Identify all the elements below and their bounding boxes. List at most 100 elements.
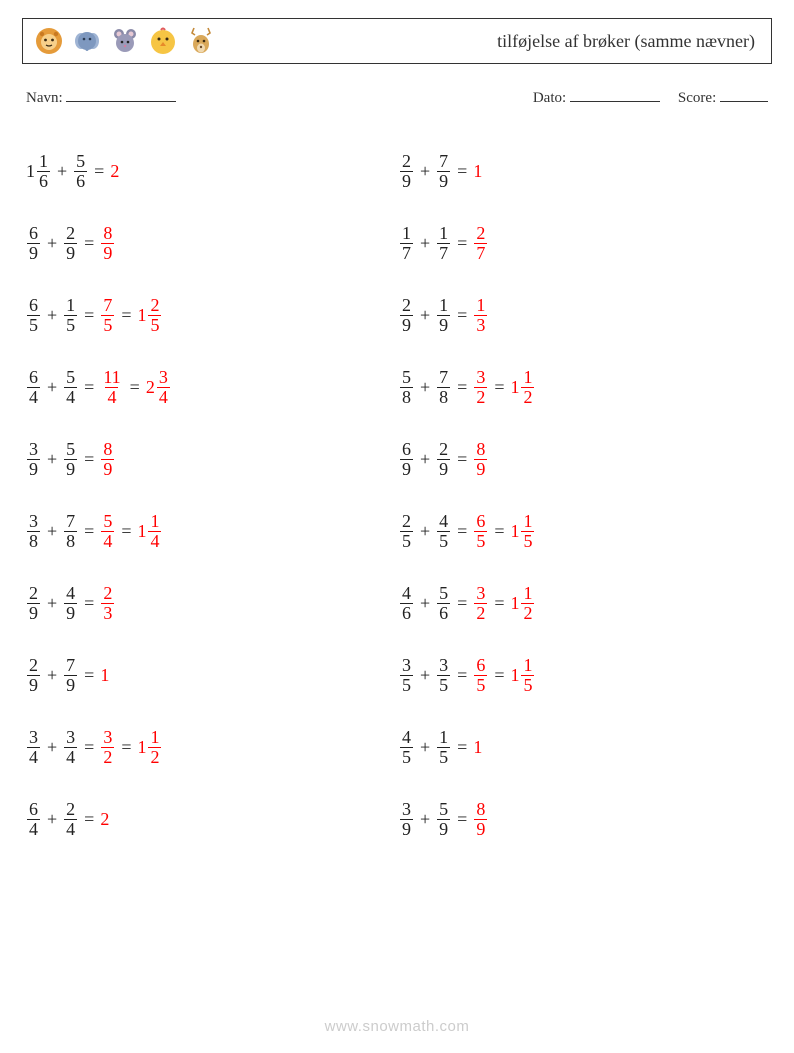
plus-operator: + — [47, 521, 57, 542]
equals-sign: = — [457, 305, 467, 326]
equals-sign: = — [457, 809, 467, 830]
footer-watermark: www.snowmath.com — [0, 1018, 794, 1035]
name-blank[interactable] — [66, 88, 176, 102]
plus-operator: + — [420, 377, 430, 398]
plus-operator: + — [57, 161, 67, 182]
answer-value: 13 — [473, 296, 488, 335]
problem-row: 29+79=1 — [26, 639, 399, 711]
equals-sign: = — [457, 233, 467, 254]
answer-value: 112 — [510, 368, 535, 407]
plus-operator: + — [47, 305, 57, 326]
problem-row: 17+17=27 — [399, 207, 772, 279]
answer-value: 112 — [137, 728, 162, 767]
problem-row: 65+15=75=125 — [26, 279, 399, 351]
answer-value: 114 — [137, 512, 162, 551]
plus-operator: + — [420, 305, 430, 326]
name-label: Navn: — [26, 90, 63, 106]
equals-sign: = — [457, 521, 467, 542]
plus-operator: + — [47, 737, 57, 758]
mouse-icon — [109, 25, 141, 57]
equals-sign: = — [84, 593, 94, 614]
problem-row: 29+79=1 — [399, 135, 772, 207]
problem-row: 64+24=2 — [26, 783, 399, 855]
chick-icon — [147, 25, 179, 57]
equals-sign: = — [494, 377, 504, 398]
problems-grid: 116+56=269+29=8965+15=75=12564+54=114=23… — [22, 135, 772, 855]
answer-value: 1 — [473, 737, 482, 758]
answer-value: 23 — [100, 584, 115, 623]
answer-value: 234 — [146, 368, 171, 407]
score-field: Score: — [678, 88, 768, 107]
answer-value: 2 — [110, 161, 119, 182]
equals-sign: = — [121, 521, 131, 542]
equals-sign: = — [494, 593, 504, 614]
problem-row: 45+15=1 — [399, 711, 772, 783]
answer-value: 32 — [473, 368, 488, 407]
date-field: Dato: — [533, 88, 660, 107]
answer-value: 27 — [473, 224, 488, 263]
answer-value: 112 — [510, 584, 535, 623]
problem-row: 58+78=32=112 — [399, 351, 772, 423]
answer-value: 89 — [473, 440, 488, 479]
problem-row: 34+34=32=112 — [26, 711, 399, 783]
answer-value: 54 — [100, 512, 115, 551]
problem-row: 39+59=89 — [399, 783, 772, 855]
answer-value: 32 — [100, 728, 115, 767]
date-blank[interactable] — [570, 88, 660, 102]
equals-sign: = — [130, 377, 140, 398]
worksheet-page: tilføjelse af brøker (samme nævner) Navn… — [0, 0, 794, 1053]
equals-sign: = — [121, 305, 131, 326]
plus-operator: + — [420, 521, 430, 542]
plus-operator: + — [47, 665, 57, 686]
equals-sign: = — [84, 449, 94, 470]
plus-operator: + — [47, 593, 57, 614]
elephant-icon — [71, 25, 103, 57]
equals-sign: = — [84, 809, 94, 830]
equals-sign: = — [457, 449, 467, 470]
score-blank[interactable] — [720, 88, 768, 102]
equals-sign: = — [84, 737, 94, 758]
problem-row: 29+19=13 — [399, 279, 772, 351]
equals-sign: = — [494, 665, 504, 686]
plus-operator: + — [420, 233, 430, 254]
plus-operator: + — [420, 809, 430, 830]
answer-value: 1 — [473, 161, 482, 182]
equals-sign: = — [94, 161, 104, 182]
equals-sign: = — [84, 305, 94, 326]
answer-value: 89 — [473, 800, 488, 839]
info-row: Navn: Dato: Score: — [22, 88, 772, 107]
plus-operator: + — [420, 737, 430, 758]
answer-value: 115 — [510, 512, 535, 551]
equals-sign: = — [84, 521, 94, 542]
plus-operator: + — [420, 593, 430, 614]
answer-value: 2 — [100, 809, 109, 830]
answer-value: 75 — [100, 296, 115, 335]
answer-value: 115 — [510, 656, 535, 695]
score-label: Score: — [678, 90, 716, 106]
plus-operator: + — [47, 233, 57, 254]
problem-row: 29+49=23 — [26, 567, 399, 639]
problem-row: 116+56=2 — [26, 135, 399, 207]
equals-sign: = — [457, 161, 467, 182]
problem-row: 64+54=114=234 — [26, 351, 399, 423]
answer-value: 125 — [137, 296, 162, 335]
equals-sign: = — [84, 665, 94, 686]
problem-column-right: 29+79=117+17=2729+19=1358+78=32=11269+29… — [399, 135, 772, 855]
equals-sign: = — [457, 593, 467, 614]
answer-value: 1 — [100, 665, 109, 686]
worksheet-title: tilføjelse af brøker (samme nævner) — [217, 31, 761, 52]
answer-value: 65 — [473, 656, 488, 695]
date-label: Dato: — [533, 90, 566, 106]
deer-icon — [185, 25, 217, 57]
equals-sign: = — [457, 737, 467, 758]
header-icons — [33, 25, 217, 57]
plus-operator: + — [420, 449, 430, 470]
plus-operator: + — [47, 809, 57, 830]
header-bar: tilføjelse af brøker (samme nævner) — [22, 18, 772, 64]
answer-value: 114 — [100, 368, 123, 407]
problem-column-left: 116+56=269+29=8965+15=75=12564+54=114=23… — [26, 135, 399, 855]
plus-operator: + — [47, 449, 57, 470]
answer-value: 65 — [473, 512, 488, 551]
plus-operator: + — [420, 665, 430, 686]
problem-row: 46+56=32=112 — [399, 567, 772, 639]
